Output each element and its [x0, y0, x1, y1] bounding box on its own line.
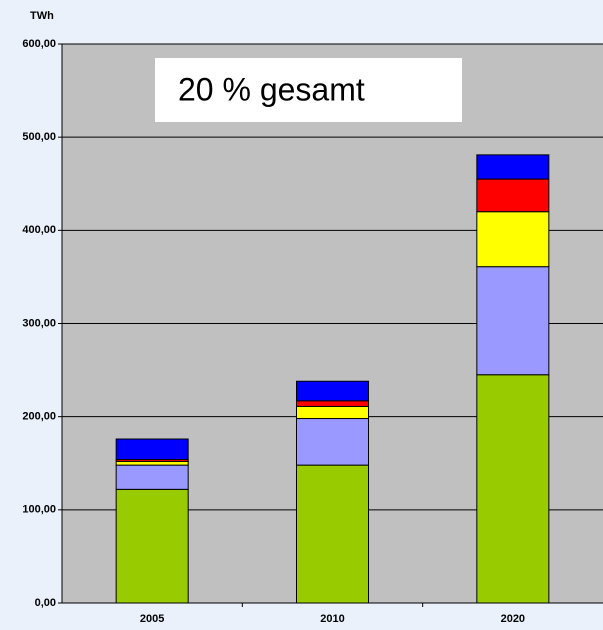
- bar-segment: [296, 418, 369, 466]
- bar-segment: [296, 464, 369, 604]
- bar-segment: [476, 211, 550, 268]
- bar-segment: [115, 460, 189, 466]
- y-tick-label: 600,00: [22, 38, 56, 50]
- annotation: 20 % gesamt: [178, 71, 365, 107]
- bar-segment: [476, 154, 550, 180]
- x-tick-label: 2020: [501, 613, 525, 625]
- bar-segment: [476, 374, 550, 604]
- bar-segment: [115, 464, 189, 490]
- bar-segment: [296, 380, 369, 402]
- y-tick-label: 400,00: [22, 224, 56, 236]
- bar-segment: [476, 266, 550, 376]
- bar-segment: [296, 400, 369, 407]
- y-tick-label: 100,00: [22, 504, 56, 516]
- y-tick-label: 300,00: [22, 317, 56, 329]
- y-axis-label: TWh: [30, 10, 54, 22]
- y-tick-label: 500,00: [22, 131, 56, 143]
- bar-segment: [115, 438, 189, 461]
- x-tick-label: 2005: [140, 613, 164, 625]
- bar-segment: [115, 488, 189, 604]
- y-tick-label: 200,00: [22, 411, 56, 423]
- y-tick-label: 0,00: [35, 597, 56, 609]
- bar-segment: [476, 178, 550, 213]
- x-tick-label: 2010: [320, 613, 344, 625]
- annotation-box: [155, 58, 462, 122]
- bar-segment: [296, 405, 369, 420]
